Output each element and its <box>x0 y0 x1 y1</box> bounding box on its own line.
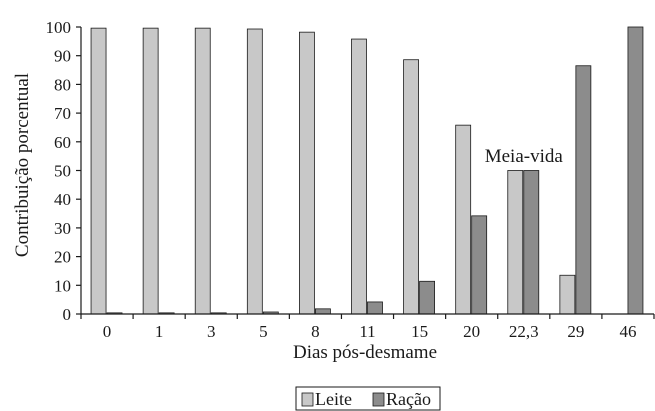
bar-racao-11 <box>367 301 383 315</box>
legend-swatch-leite <box>301 392 314 407</box>
bar-leite-11 <box>351 38 367 315</box>
x-tick-label: 29 <box>567 322 584 341</box>
y-tick-label: 30 <box>54 219 71 238</box>
bar-leite-22-3 <box>507 170 524 315</box>
x-tick-label: 5 <box>259 322 268 341</box>
x-tick-label: 1 <box>155 322 164 341</box>
bar-racao-46 <box>627 26 644 315</box>
y-tick-marks <box>76 26 81 315</box>
bar-racao-15 <box>419 280 435 315</box>
bar-racao-8 <box>315 308 331 315</box>
legend-border <box>295 386 441 411</box>
y-tick-label: 10 <box>54 276 71 295</box>
legend-label-racao: Ração <box>386 389 431 409</box>
bar-leite-20 <box>455 124 472 315</box>
y-tick-label: 20 <box>54 248 71 267</box>
y-tick-label: 50 <box>54 162 71 181</box>
x-tick-label: 22,3 <box>509 322 539 341</box>
legend-label-leite: Leite <box>315 389 352 409</box>
y-tick-label: 70 <box>54 104 71 123</box>
x-tick-label: 15 <box>411 322 428 341</box>
bar-racao-29 <box>575 65 592 315</box>
legend: Leite Ração <box>295 386 441 411</box>
x-tick-label: 46 <box>619 322 636 341</box>
bar-racao-22-3 <box>523 170 540 315</box>
x-tick-label: 11 <box>359 322 375 341</box>
x-tick-marks <box>80 314 655 319</box>
x-tick-label: 8 <box>311 322 320 341</box>
y-axis-title: Contribuição porcentual <box>12 73 33 257</box>
bar-racao-20 <box>471 215 488 315</box>
legend-swatch-racao <box>372 392 385 407</box>
half-life-annotation: Meia-vida <box>485 146 564 167</box>
y-tick-label: 90 <box>54 47 71 66</box>
bar-leite-15 <box>403 59 419 315</box>
x-tick-label: 3 <box>207 322 216 341</box>
bar-leite-5 <box>246 28 263 315</box>
y-tick-label: 0 <box>63 305 72 324</box>
x-tick-labels: 0 1 3 5 8 11 15 20 22,3 29 46 <box>103 322 637 341</box>
x-axis-title: Dias pós-desmame <box>293 342 437 363</box>
bars <box>90 26 644 315</box>
bar-leite-3 <box>194 27 211 315</box>
y-tick-labels: 0 10 20 30 40 50 60 70 80 90 100 <box>46 18 72 324</box>
y-tick-label: 60 <box>54 133 71 152</box>
x-tick-label: 0 <box>103 322 112 341</box>
y-tick-label: 80 <box>54 75 71 94</box>
bar-leite-1 <box>142 27 159 315</box>
bar-leite-0 <box>90 27 107 315</box>
y-tick-label: 100 <box>46 18 72 37</box>
bar-leite-29 <box>559 274 576 315</box>
x-tick-label: 20 <box>463 322 480 341</box>
bar-leite-8 <box>299 31 315 315</box>
y-tick-label: 40 <box>54 190 71 209</box>
